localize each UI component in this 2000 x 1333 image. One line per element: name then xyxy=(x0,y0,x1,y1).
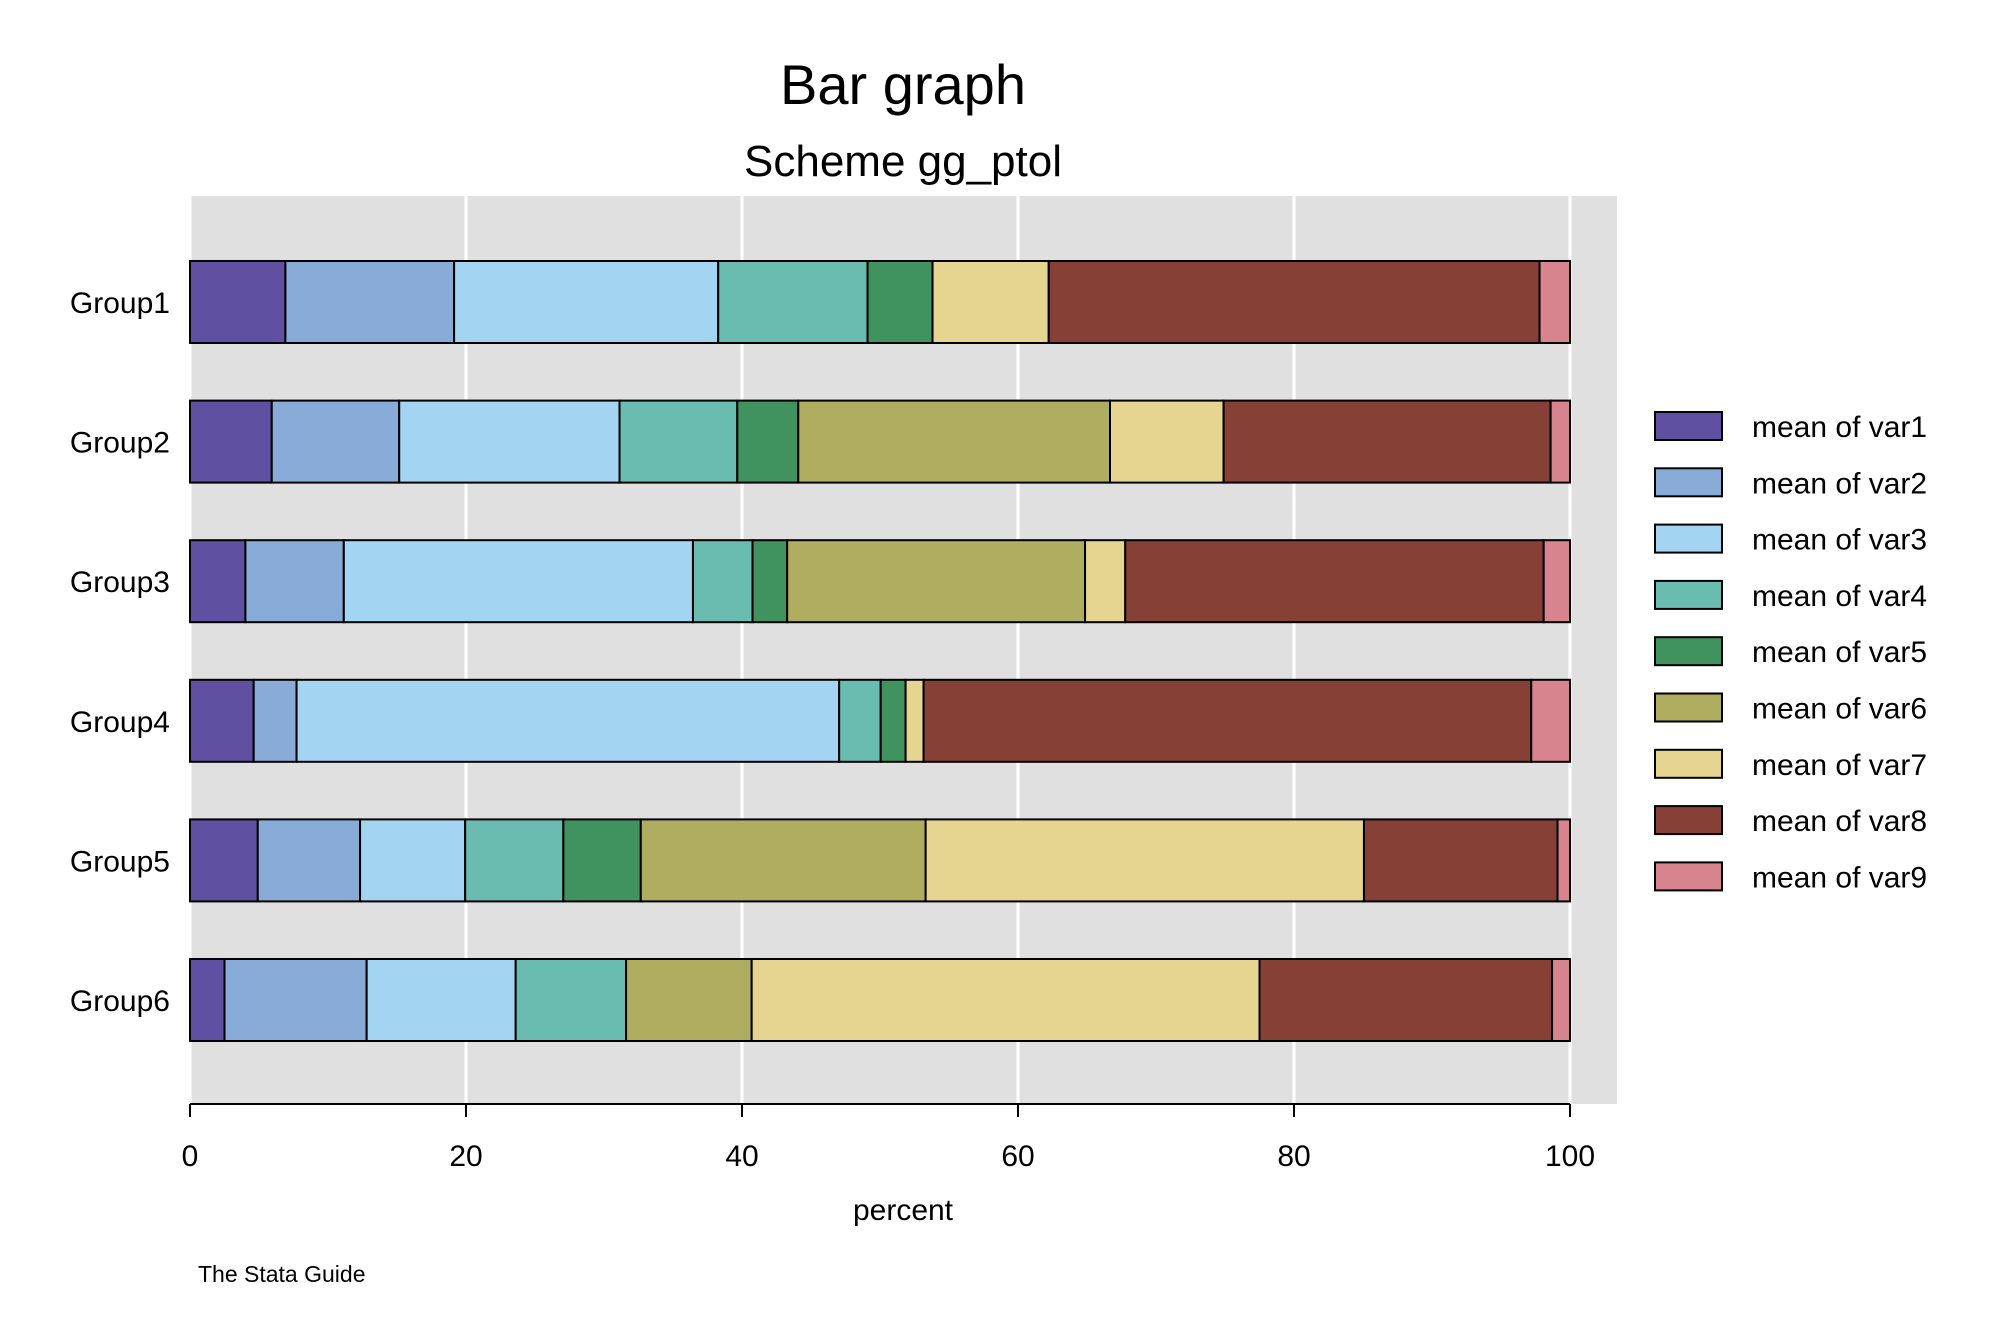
bar-segment xyxy=(1549,399,1572,484)
bar-segment xyxy=(189,818,259,903)
bar-segment xyxy=(256,818,362,903)
bar-segment xyxy=(922,678,1533,763)
bar-segment xyxy=(295,678,841,763)
category-label: Group2 xyxy=(70,427,170,460)
bar-segment xyxy=(1556,818,1571,903)
bar-segment xyxy=(284,260,456,344)
plot-area xyxy=(191,196,1617,1104)
bar-segment xyxy=(639,818,927,903)
bar-segment xyxy=(786,539,1087,624)
legend-swatch xyxy=(1654,523,1723,554)
legend-swatch xyxy=(1654,861,1723,892)
bar-segment xyxy=(924,818,1365,903)
legend: mean of var1 mean of var2 mean of var3 mean… xyxy=(1654,411,1927,894)
bar-segment xyxy=(189,958,226,1042)
legend-swatch xyxy=(1654,636,1723,667)
bar-segment xyxy=(838,678,882,763)
bar-segment xyxy=(562,818,642,903)
bar-segment xyxy=(189,539,247,624)
legend-label: mean of var8 xyxy=(1752,805,1927,838)
bar-segment xyxy=(365,958,517,1042)
bar-segment xyxy=(1530,678,1572,763)
bar-segment xyxy=(1084,539,1127,624)
chart-title: Bar graph xyxy=(780,53,1026,116)
bar-segment xyxy=(1047,260,1541,344)
category-label: Group4 xyxy=(70,706,170,739)
bar-segment xyxy=(514,958,628,1042)
bar-segment xyxy=(1258,958,1554,1042)
bar-segment xyxy=(270,399,401,484)
bar-segment xyxy=(797,399,1111,484)
bar-segment xyxy=(750,958,1261,1042)
bar-segment xyxy=(1542,539,1571,624)
bar-segment xyxy=(904,678,925,763)
bar-segment xyxy=(342,539,694,624)
legend-swatch xyxy=(1654,579,1723,610)
category-label: Group3 xyxy=(70,566,170,599)
bar-segment xyxy=(189,399,273,484)
bar-segment xyxy=(398,399,621,484)
bar-segment xyxy=(189,678,255,763)
bar-segment xyxy=(189,260,287,344)
bar-segment xyxy=(625,958,753,1042)
bar-segment xyxy=(223,958,368,1042)
legend-swatch xyxy=(1654,748,1723,779)
bar-segment xyxy=(244,539,345,624)
legend-label: mean of var5 xyxy=(1752,636,1927,669)
legend-label: mean of var3 xyxy=(1752,524,1927,557)
legend-label: mean of var1 xyxy=(1752,411,1927,444)
x-tick-label: 40 xyxy=(725,1140,758,1173)
chart-subtitle: Scheme gg_ptol xyxy=(744,137,1062,186)
bar-segment xyxy=(691,539,754,624)
x-tick-label: 80 xyxy=(1277,1140,1310,1173)
bar-segment xyxy=(618,399,739,484)
category-label: Group6 xyxy=(70,985,170,1018)
legend-swatch xyxy=(1654,692,1723,723)
x-tick-label: 0 xyxy=(182,1140,199,1173)
bar-segment xyxy=(736,399,800,484)
bars xyxy=(189,260,1572,1042)
legend-label: mean of var9 xyxy=(1752,861,1927,894)
bar-segment xyxy=(1109,399,1225,484)
bar-segment xyxy=(717,260,869,344)
legend-swatch xyxy=(1654,805,1723,836)
x-tick-label: 20 xyxy=(449,1140,482,1173)
bar-segment xyxy=(751,539,789,624)
bar-segment xyxy=(1222,399,1552,484)
bar-segment xyxy=(1362,818,1559,903)
category-label: Group1 xyxy=(70,287,170,320)
x-axis-ticks: 0 20 40 60 80 100 xyxy=(182,1104,1595,1173)
legend-label: mean of var4 xyxy=(1752,580,1927,613)
legend-label: mean of var7 xyxy=(1752,749,1927,782)
x-axis-title: percent xyxy=(853,1194,954,1227)
x-tick-label: 100 xyxy=(1545,1140,1595,1173)
legend-swatch xyxy=(1654,411,1723,441)
bar-segment xyxy=(879,678,907,763)
bar-segment xyxy=(252,678,298,763)
bar-segment xyxy=(931,260,1050,344)
gridlines xyxy=(188,196,1572,1104)
category-labels: Group1 Group2 Group3 Group4 Group5 Group6 xyxy=(70,287,170,1018)
legend-swatch xyxy=(1654,467,1723,498)
bar-segment xyxy=(359,818,467,903)
bar-segment xyxy=(453,260,720,344)
bar-segment xyxy=(1124,539,1545,624)
bar-segment xyxy=(1538,260,1571,344)
bar-segment xyxy=(464,818,565,903)
category-label: Group5 xyxy=(70,845,170,878)
legend-label: mean of var2 xyxy=(1752,467,1927,500)
bar-segment xyxy=(866,260,934,344)
legend-label: mean of var6 xyxy=(1752,693,1927,726)
x-tick-label: 60 xyxy=(1001,1140,1034,1173)
note: The Stata Guide xyxy=(198,1261,366,1287)
bar-segment xyxy=(1551,958,1572,1042)
